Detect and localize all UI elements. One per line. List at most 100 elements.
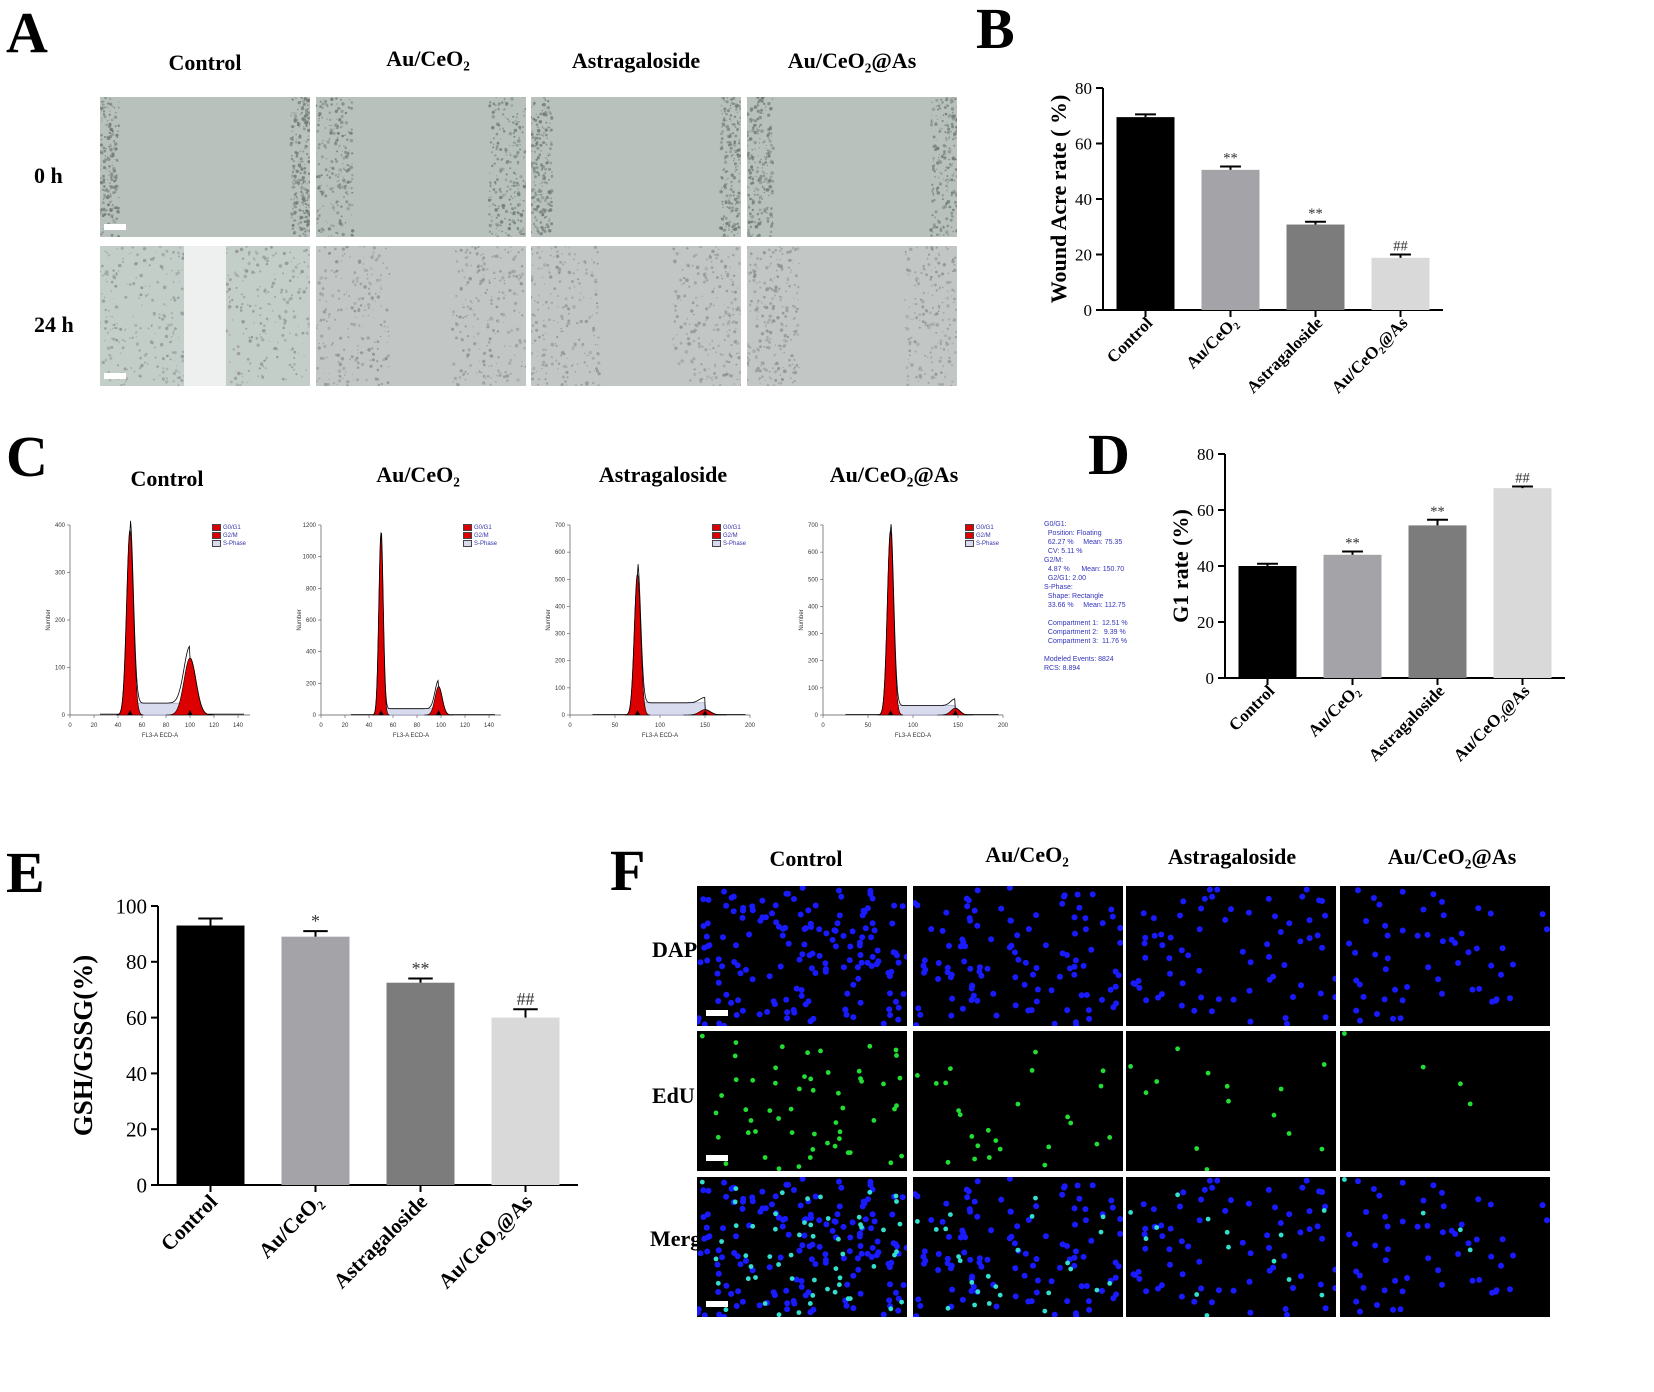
x-tick-label: Control [1103,313,1156,366]
panel-letter-e: E [6,840,45,905]
peak-marker [952,710,958,715]
s-phase-area [637,702,706,716]
hist-x-label: FL3-A ECD-A [895,733,931,739]
fluorescence-dapi-col0 [697,886,907,1026]
hist-x-tick-label: 140 [233,723,244,729]
g1-peak [624,573,651,716]
bar [281,936,350,1185]
panel-letter-b: B [976,0,1015,61]
hist-y-tick-label: 800 [306,586,317,592]
legend-label: S-Phase [223,541,247,548]
hist-y-tick-label: 400 [555,604,566,610]
legend-label: G0/G1 [723,525,741,532]
legend-swatch [965,532,974,540]
hist-y-tick-label: 300 [55,571,66,577]
x-tick-label: Astragaloside [328,1190,432,1294]
panel-letter-c: C [6,424,48,489]
legend-swatch [712,524,721,531]
fluorescence-dapi-col3 [1340,886,1550,1026]
hist-x-tick-label: 20 [91,723,98,729]
hist-legend-item: S-Phase [712,540,746,548]
wound-image-24h-col3 [747,246,957,386]
fluorescence-merge-col0 [697,1177,907,1317]
hist-x-tick-label: 0 [319,723,323,729]
f-row-label-dapi: DAPI [652,937,706,962]
wound-image-24h-col1 [316,246,526,386]
y-tick-label: 0 [1206,669,1215,688]
fluorescence-edu-col0 [697,1031,907,1171]
hist-x-label: FL3-A ECD-A [642,733,678,739]
fluorescence-dapi-col1 [913,886,1123,1026]
legend-label: G0/G1 [976,525,994,532]
c-col-title-au-ceo2: Au/CeO₂ [376,462,460,487]
y-tick-label: 0 [137,1173,148,1197]
y-tick-label: 20 [1197,613,1214,632]
x-tick-label: Control [1225,681,1278,734]
y-tick-label: 40 [1197,557,1214,576]
panel-letter-a: A [6,0,48,65]
envelope-line [592,564,746,715]
hist-y-tick-label: 100 [808,686,819,692]
hist-y-tick-label: 200 [555,659,566,665]
x-tick-label: Au/CeO₂@As [1450,681,1534,765]
bar [1286,224,1345,310]
y-axis-label: Wound Acre rate ( %) [1046,95,1071,304]
hist-legend-item: G0/G1 [463,524,497,532]
x-tick-label: Au/CeO₂@As [433,1190,537,1294]
hist-y-label: Number [546,609,552,630]
envelope-line [845,524,999,715]
hist-legend-item: G2/M [965,532,999,540]
legend-label: S-Phase [474,541,498,548]
y-tick-label: 60 [1197,501,1214,520]
significance-mark: ## [517,989,535,1009]
chart-d-g1-rate: 0 20 40 60 80 G1 rate (%) Control ** Au/CeO₂ ** As… [1168,445,1565,765]
fluorescence-merge-col2 [1126,1177,1336,1317]
hist-x-tick-label: 100 [655,723,666,729]
hist-y-tick-label: 0 [815,713,819,719]
y-tick-label: 40 [126,1062,147,1086]
flow-histogram-3: 0 50 100 150 200 0 100 200 300 400 500 600 700 FL3-A … [799,523,1009,739]
hist-y-tick-label: 200 [808,659,819,665]
g1-peak [116,529,144,716]
hist-x-tick-label: 50 [865,723,872,729]
hist-y-tick-label: 1200 [303,523,317,529]
g1-peak [877,530,904,716]
legend-swatch [463,532,472,540]
significance-mark: ** [412,959,430,979]
significance-mark: ** [1223,151,1237,167]
hist-y-tick-label: 600 [555,550,566,556]
y-tick-label: 60 [126,1006,147,1030]
hist-y-tick-label: 700 [555,523,566,529]
wound-image-24h-col0 [100,246,310,386]
hist-x-tick-label: 120 [209,723,220,729]
flow-histogram-0: 0 20 40 60 80 100 120 140 0 100 200 300 400 FL3-A ECD… [46,520,250,739]
chart-e-gsh-gssg: 0 20 40 60 80 100 GSH/GSSG(%) Control * Au/CeO₂ **… [68,894,578,1294]
legend-label: G0/G1 [223,525,241,532]
legend-swatch [463,524,472,531]
fluorescence-merge-col1 [913,1177,1123,1317]
bar [1408,525,1467,678]
legend-swatch [965,524,974,531]
hist-legend-item: G2/M [212,532,246,540]
bar [1493,488,1552,678]
hist-y-tick-label: 600 [808,550,819,556]
hist-x-tick-label: 100 [185,723,196,729]
bar [176,925,245,1185]
legend-label: G2/M [474,533,489,540]
hist-y-tick-label: 0 [313,713,317,719]
y-tick-label: 20 [126,1118,147,1142]
envelope-line [351,532,495,716]
legend-swatch [712,532,721,540]
wound-image-0h-col3 [747,97,957,237]
envelope-line [100,520,244,715]
hist-y-tick-label: 400 [55,523,66,529]
significance-mark: ** [1308,206,1322,222]
hist-x-tick-label: 200 [745,723,756,729]
x-tick-label: Au/CeO₂ [1182,313,1241,372]
hist-x-tick-label: 100 [908,723,919,729]
hist-x-tick-label: 20 [342,723,349,729]
bar [1323,554,1382,678]
hist-x-tick-label: 200 [998,723,1009,729]
hist-x-tick-label: 40 [115,723,122,729]
fluorescence-edu-col1 [913,1031,1123,1171]
